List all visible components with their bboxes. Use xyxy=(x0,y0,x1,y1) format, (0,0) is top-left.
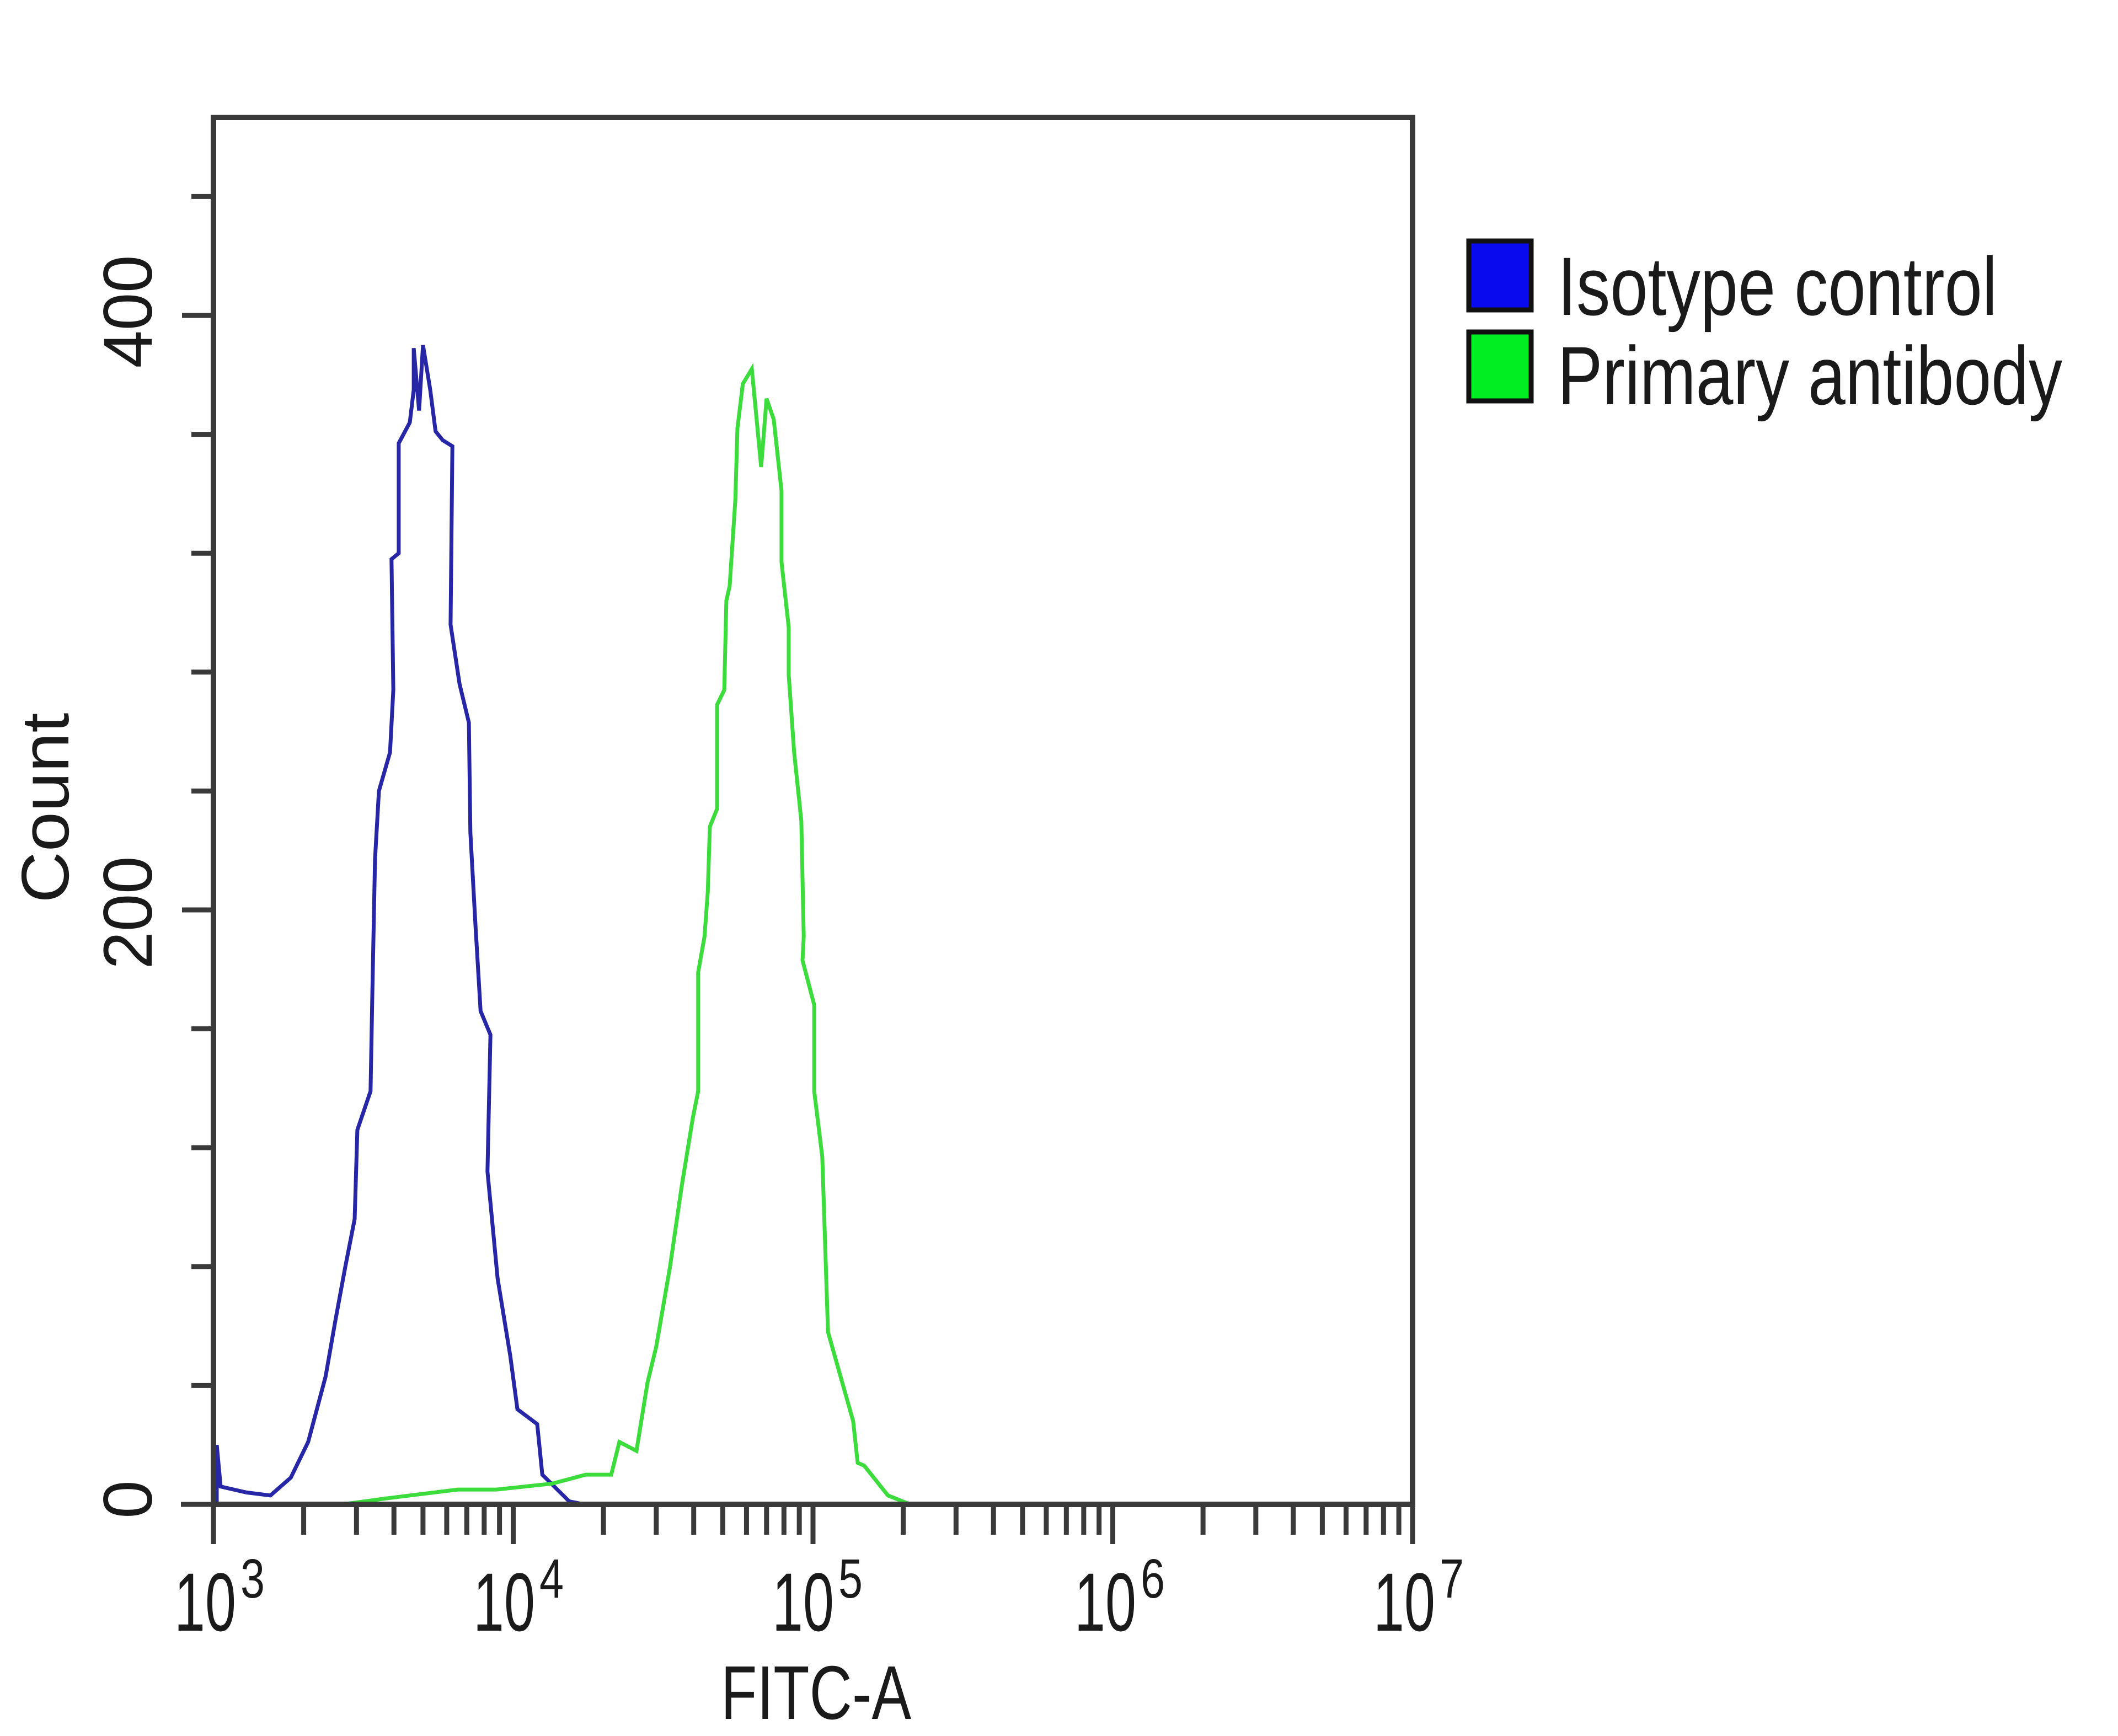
x-tick-base: 10 xyxy=(1074,1556,1136,1648)
x-tick-exponent: 4 xyxy=(539,1548,564,1610)
x-tick-label-1e6: 10 6 xyxy=(1074,1548,1165,1648)
y-tick-label-200: 200 xyxy=(90,856,167,969)
isotype-control-curve xyxy=(215,345,1413,1507)
y-tick-label-400: 400 xyxy=(90,255,167,368)
y-tick-labels: 0 200 400 xyxy=(90,255,167,1519)
x-tick-exponent: 5 xyxy=(838,1548,863,1610)
x-tick-label-1e3: 10 3 xyxy=(174,1548,265,1648)
y-axis-label: Count xyxy=(8,713,83,903)
x-tick-label-1e4: 10 4 xyxy=(473,1548,564,1648)
axis-ticks xyxy=(182,194,1415,1544)
legend: Isotype control Primary antibody xyxy=(1466,238,2062,422)
legend-item-primary-antibody: Primary antibody xyxy=(1466,329,2062,422)
x-tick-base: 10 xyxy=(772,1556,834,1648)
x-tick-base: 10 xyxy=(473,1556,535,1648)
x-tick-base: 10 xyxy=(1373,1556,1435,1648)
y-tick-label-0: 0 xyxy=(90,1480,167,1519)
curves xyxy=(215,345,1413,1507)
x-tick-label-1e5: 10 5 xyxy=(772,1548,863,1648)
x-tick-labels: 10 3 10 4 10 5 10 6 10 7 xyxy=(174,1548,1464,1648)
x-tick-exponent: 6 xyxy=(1141,1548,1165,1610)
legend-label: Primary antibody xyxy=(1558,329,2062,422)
legend-swatch-green xyxy=(1466,329,1534,404)
legend-label: Isotype control xyxy=(1558,240,1997,333)
x-tick-exponent: 7 xyxy=(1440,1548,1464,1610)
primary-antibody-curve xyxy=(341,363,911,1507)
legend-item-isotype-control: Isotype control xyxy=(1466,238,1997,333)
x-axis-label: FITC-A xyxy=(721,1651,911,1735)
x-tick-base: 10 xyxy=(174,1556,236,1648)
legend-swatch-blue xyxy=(1466,238,1534,313)
x-tick-exponent: 3 xyxy=(240,1548,265,1610)
x-tick-label-1e7: 10 7 xyxy=(1373,1548,1464,1648)
